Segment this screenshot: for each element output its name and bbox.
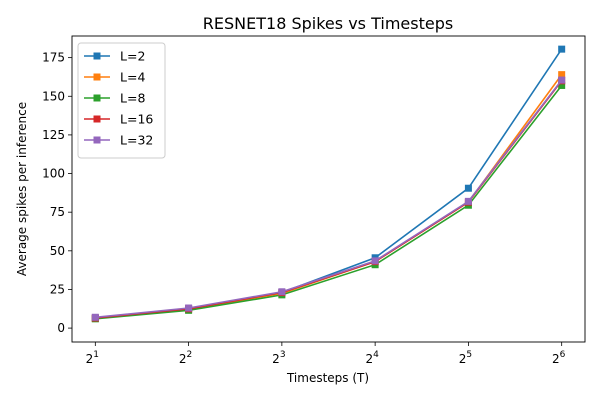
y-tick-label: 0	[57, 321, 65, 335]
y-axis-label: Average spikes per inference	[15, 102, 29, 276]
data-point	[558, 76, 566, 84]
data-point	[464, 197, 472, 205]
x-axis-label: Timesteps (T)	[286, 371, 369, 385]
y-tick-label: 50	[50, 244, 65, 258]
legend-label: L=4	[120, 70, 145, 85]
x-tick-label: 24	[365, 350, 379, 366]
legend-label: L=32	[120, 133, 153, 148]
y-tick-label: 25	[50, 282, 65, 296]
y-axis: 0 25 50 75 100 125 150 175	[42, 51, 72, 335]
x-axis: 21 22 23 24 25 26	[86, 342, 566, 366]
y-tick-label: 100	[42, 167, 65, 181]
series-line	[95, 85, 563, 320]
x-tick-label: 26	[552, 350, 566, 366]
series-layer	[91, 45, 566, 323]
legend: L=2 L=4 L=8 L=16 L=32	[77, 42, 166, 159]
series-line	[95, 79, 563, 319]
data-point	[464, 184, 472, 192]
data-point	[558, 71, 566, 79]
legend-marker	[93, 73, 101, 81]
data-point	[371, 257, 379, 265]
data-point	[278, 288, 286, 296]
y-tick-label: 75	[50, 205, 65, 219]
legend-item: L=2	[84, 49, 145, 64]
legend-item: L=32	[84, 133, 153, 148]
legend-label: L=16	[120, 112, 153, 127]
x-tick-label: 22	[179, 350, 192, 366]
legend-label: L=2	[120, 49, 145, 64]
chart-title: RESNET18 Spikes vs Timesteps	[203, 14, 453, 33]
y-tick-label: 125	[42, 128, 65, 142]
x-tick-label: 25	[459, 350, 472, 366]
legend-marker	[93, 94, 101, 102]
legend-marker	[93, 52, 101, 60]
legend-item: L=16	[84, 112, 153, 127]
data-point	[558, 81, 566, 89]
data-point	[91, 313, 99, 321]
y-tick-label: 150	[42, 89, 65, 103]
legend-marker	[93, 136, 101, 144]
legend-item: L=4	[84, 70, 145, 85]
y-tick-label: 175	[42, 51, 65, 65]
legend-label: L=8	[120, 91, 145, 106]
data-point	[185, 304, 193, 312]
legend-box	[77, 42, 166, 159]
x-tick-label: 23	[272, 350, 285, 366]
series-5	[91, 76, 566, 321]
legend-marker	[93, 115, 101, 123]
legend-item: L=8	[84, 91, 145, 106]
plot-frame	[71, 35, 586, 343]
data-point	[558, 45, 566, 53]
x-tick-label: 21	[86, 350, 99, 366]
